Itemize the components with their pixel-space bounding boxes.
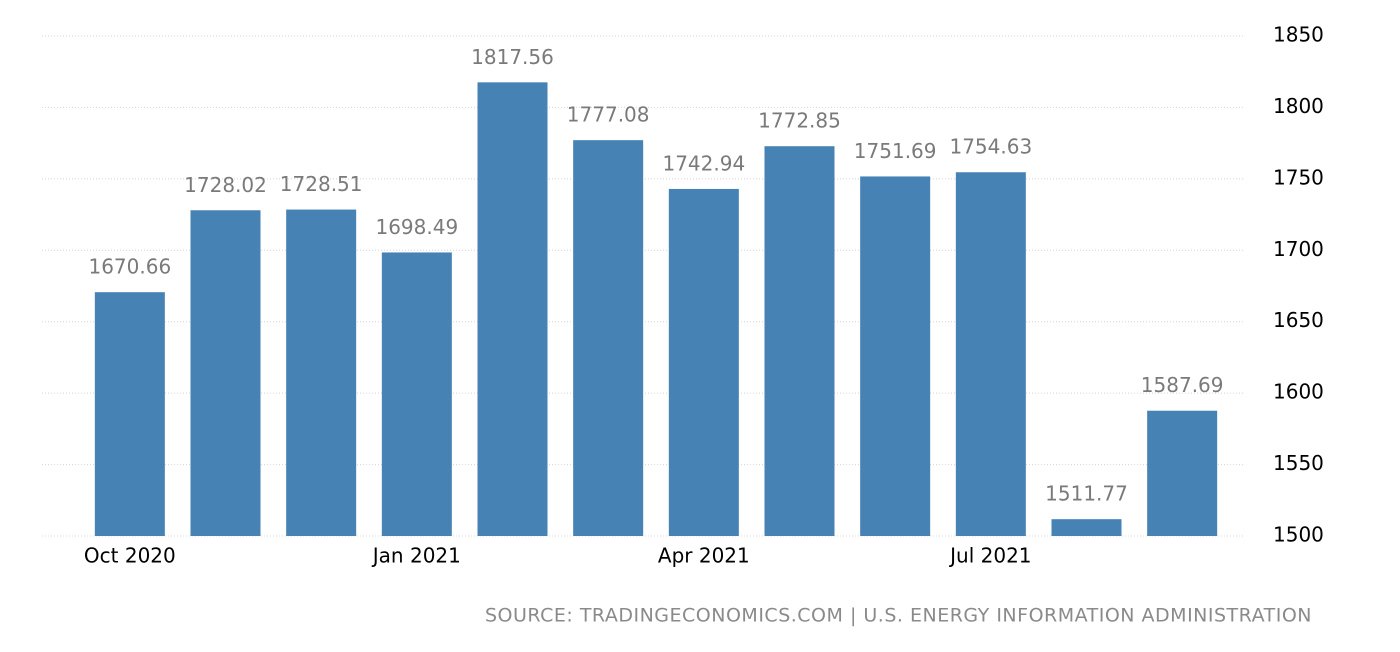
x-tick-label: Oct 2020 [84,544,176,568]
bar [286,209,357,537]
bar [1051,519,1122,536]
bar [668,188,739,536]
data-label: 1511.77 [1045,482,1128,506]
y-tick-label: 1800 [1273,94,1324,118]
data-label: 1742.94 [662,151,745,175]
bar [1147,410,1218,536]
source: SOURCE: TRADINGECONOMICS.COM | U.S. ENER… [485,605,1312,627]
bar [860,176,931,536]
data-label: 1698.49 [375,215,458,239]
bar [381,252,452,536]
x-tick-label: Jul 2021 [948,544,1031,568]
data-label: 1817.56 [471,45,554,69]
bar [477,82,548,536]
data-label: 1751.69 [854,139,937,163]
data-label: 1728.02 [184,173,267,197]
data-label: 1587.69 [1141,373,1224,397]
y-tick-label: 1650 [1273,308,1324,332]
bar [190,210,261,536]
y-tick-label: 1750 [1273,165,1324,189]
x-tick-label: Apr 2021 [658,544,750,568]
bar [573,140,644,536]
y-tick-label: 1550 [1273,451,1324,475]
y-tick-label: 1700 [1273,237,1324,261]
y-tick-label: 1850 [1273,23,1324,47]
bar [955,172,1026,536]
x-tick-label: Jan 2021 [371,544,461,568]
data-label: 1754.63 [949,135,1032,159]
data-label: 1777.08 [567,103,650,127]
bar [94,292,165,536]
data-label: 1772.85 [758,109,841,133]
y-tick-label: 1500 [1273,523,1324,547]
y-tick-label: 1600 [1273,380,1324,404]
bar [764,146,835,536]
data-label: 1728.51 [280,172,363,196]
data-label: 1670.66 [88,255,171,279]
